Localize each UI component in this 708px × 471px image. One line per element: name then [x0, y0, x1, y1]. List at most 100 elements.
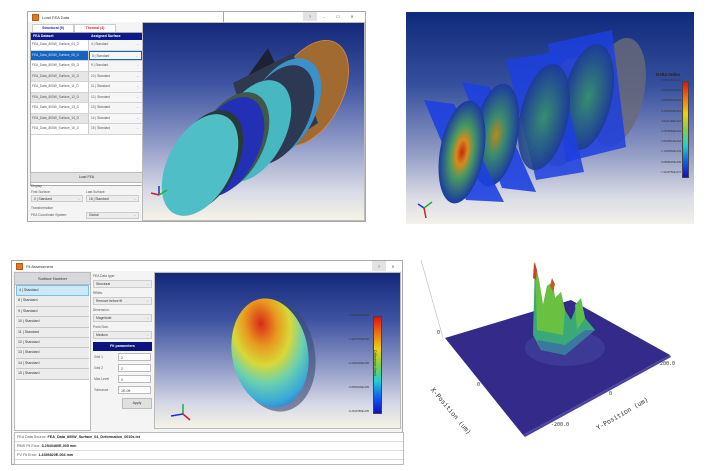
app-icon — [16, 262, 23, 270]
maximize-button[interactable]: ☐ — [336, 13, 340, 19]
colorbar-tick-label: 1.6915510E-004 — [661, 140, 681, 144]
fea-dataset-cell: FEA_Data_800W_Surface_08_D — [31, 50, 89, 60]
assigned-surface-select[interactable]: 11 | Standard ⌄ — [89, 82, 142, 92]
colorbar-tick-label: 3.3904020E-004 — [661, 109, 681, 113]
transformation-label: Transformation — [31, 206, 54, 210]
surface-list-header: Surface Number — [15, 273, 90, 285]
delta-index-colorbar — [682, 81, 689, 178]
rbms-value: Remove before fit — [96, 299, 123, 303]
last-surface-select[interactable]: 16 | Standard ⌄ — [86, 195, 139, 202]
assigned-surface-select[interactable]: 13 | Standard ⌄ — [89, 103, 142, 113]
table-row[interactable]: FEA_Data_800W_Surface_08_D 8 | Standard ⌄ — [31, 50, 142, 61]
assigned-surface-value: 12 | Standard — [91, 94, 111, 99]
surface-plot[interactable]: 0 X-Position (um) 0 Y-Position (um) -200… — [415, 250, 705, 470]
assigned-surface-value: 10 | Standard — [91, 73, 111, 78]
assigned-surface-select[interactable]: 12 | Standard ⌄ — [89, 92, 142, 102]
fit-param-input[interactable]: 0 — [118, 375, 151, 383]
colorbar-tick-label: 5.0882380E-004 — [661, 79, 681, 82]
y-tick-label-neg200: -200.0 — [551, 422, 570, 428]
dimension-label: Dimension: — [93, 308, 110, 312]
fit-param-input[interactable]: 2 — [118, 353, 151, 361]
fea-dataset-cell: FEA_Data_800W_Surface_14_D — [31, 113, 89, 123]
point-size-value: Medium — [96, 333, 108, 337]
table-row[interactable]: FEA_Data_800W_Surface_11_D 11 | Standard ⌄ — [31, 82, 142, 93]
table-row[interactable]: FEA_Data_800W_Surface_10_D 10 | Standard ⌄ — [31, 71, 142, 82]
surface-list-item[interactable]: 12 | Standard — [16, 337, 89, 349]
close-button[interactable]: ✕ — [350, 13, 354, 19]
table-row[interactable]: FEA_Data_800W_Surface_15_D 15 | Standard ⌄ — [31, 124, 142, 135]
assigned-surface-select[interactable]: 9 | Standard ⌄ — [89, 61, 142, 71]
colorbar-tick-label: 5.5898020E-005 — [661, 160, 681, 164]
surface-list-item[interactable]: 4 | Standard — [16, 285, 89, 297]
fea-dataset-cell: FEA_Data_800W_Surface_13_D — [31, 103, 89, 113]
chevron-down-icon: ⌄ — [135, 53, 138, 58]
chevron-down-icon: ⌄ — [146, 299, 149, 303]
delta-index-render — [417, 30, 646, 219]
chevron-down-icon: ⌄ — [136, 126, 139, 130]
delta-index-viewport[interactable]: Delta Index 5.0882380E-004 4.5229720E-004… — [406, 12, 694, 224]
source-value: FEA_Data_800W_Surface_04_Deformation_001… — [47, 435, 140, 439]
colorbar-tick-label: 1.1252660E-004 — [661, 150, 681, 154]
fea-dataset-cell: FEA_Data_800W_Surface_11_D — [31, 82, 89, 92]
z-tick-label: 0 — [437, 330, 441, 336]
fea-dataset-grid: FEA Dataset Assigned Surface FEA_Data_80… — [30, 32, 143, 186]
coord-system-select[interactable]: Global ⌄ — [86, 211, 139, 219]
help-button[interactable]: ? — [372, 261, 386, 271]
minimize-button[interactable]: – — [322, 13, 326, 19]
fea-data-type-select[interactable]: Structural ⌄ — [93, 280, 152, 288]
table-row[interactable]: FEA_Data_800W_Surface_12_D 12 | Standard ⌄ — [31, 92, 142, 103]
assigned-surface-value: 15 | Standard — [91, 126, 111, 130]
fea-dataset-cell: FEA_Data_800W_Surface_04_D — [31, 40, 89, 50]
dimension-select[interactable]: Magnitude ⌄ — [93, 314, 152, 322]
coord-system-value: Global — [89, 213, 99, 217]
fea-data-source: FEA Data Source: FEA_Data_800W_Surface_0… — [15, 433, 403, 442]
table-row[interactable]: FEA_Data_800W_Surface_09_D 9 | Standard ⌄ — [31, 61, 142, 72]
fea-dataset-cell: FEA_Data_800W_Surface_15_D — [31, 124, 89, 134]
point-size-select[interactable]: Medium ⌄ — [93, 331, 152, 339]
first-surface-select[interactable]: 0 | Standard ⌄ — [31, 195, 83, 202]
surface-list-item[interactable]: 13 | Standard — [16, 348, 89, 359]
column-header-assigned-surface: Assigned Surface — [91, 34, 121, 38]
status-panel: FEA Data Source: FEA_Data_800W_Surface_0… — [14, 432, 404, 465]
help-button[interactable]: ? — [303, 11, 317, 21]
table-row[interactable]: FEA_Data_800W_Surface_13_D 13 | Standard ⌄ — [31, 103, 142, 114]
surface-list-item[interactable]: 8 | Standard — [16, 296, 89, 307]
first-surface-label: First Surface: — [31, 190, 51, 194]
fit-param-input[interactable]: 2 — [118, 364, 151, 372]
rbms-label: RBMs: — [93, 291, 103, 295]
fea-dataset-cell: FEA_Data_800W_Surface_12_D — [31, 92, 89, 102]
fea-3d-viewport-main[interactable] — [142, 22, 365, 221]
surface-list-item[interactable]: 9 | Standard — [16, 306, 89, 318]
surface-list-item[interactable]: 15 | Standard — [16, 369, 89, 380]
chevron-down-icon: ⌄ — [136, 84, 139, 88]
assigned-surface-select[interactable]: 8 | Standard ⌄ — [89, 50, 142, 60]
fit-3d-viewport[interactable]: Difference (mm) 4.5416682E-005 1.3427570E… — [154, 272, 401, 429]
colorbar-tick-label: 2.2578350E-004 — [661, 130, 681, 133]
assigned-surface-select[interactable]: 10 | Standard ⌄ — [89, 71, 142, 81]
surface-list-item[interactable]: 10 | Standard — [16, 317, 89, 328]
chevron-down-icon: ⌄ — [136, 94, 139, 99]
window-title: Load FEA Data — [42, 14, 70, 20]
axis-triad-icon — [150, 186, 168, 196]
surface-list-item[interactable]: 14 | Standard — [16, 358, 89, 370]
assigned-surface-select[interactable]: 14 | Standard ⌄ — [89, 113, 142, 123]
table-row[interactable]: FEA_Data_800W_Surface_14_D 14 | Standard ⌄ — [31, 113, 142, 124]
colorbar-tick-label: 1.3427570E-005 — [349, 338, 369, 341]
source-label: FEA Data Source: — [17, 435, 47, 439]
fit-assessment-window: Fit Assessment ? ✕ Surface Number 4 | St… — [11, 260, 404, 465]
title-bar: Fit Assessment ? ✕ — [12, 261, 402, 271]
rbms-select[interactable]: Remove before fit ⌄ — [93, 297, 152, 305]
dimension-value: Magnitude — [96, 316, 112, 320]
load-fea-button[interactable]: Load FEA — [30, 172, 143, 183]
assigned-surface-select[interactable]: 15 | Standard ⌄ — [89, 124, 142, 134]
pv-fit-error: PV Fit Error: 1.4395820E-004 mm — [15, 451, 403, 460]
x-tick-label: 0 — [477, 382, 481, 388]
fit-param-input[interactable]: 1E-09 — [118, 386, 151, 394]
difference-colorbar — [373, 316, 382, 414]
surface-list-item[interactable]: 11 | Standard — [16, 327, 89, 338]
close-button[interactable]: ✕ — [391, 263, 395, 269]
table-row[interactable]: FEA_Data_800W_Surface_04_D 4 | Standard ⌄ — [31, 40, 142, 51]
assigned-surface-select[interactable]: 4 | Standard ⌄ — [89, 40, 142, 50]
apply-button[interactable]: Apply — [122, 398, 152, 409]
chevron-down-icon: ⌄ — [136, 42, 139, 46]
